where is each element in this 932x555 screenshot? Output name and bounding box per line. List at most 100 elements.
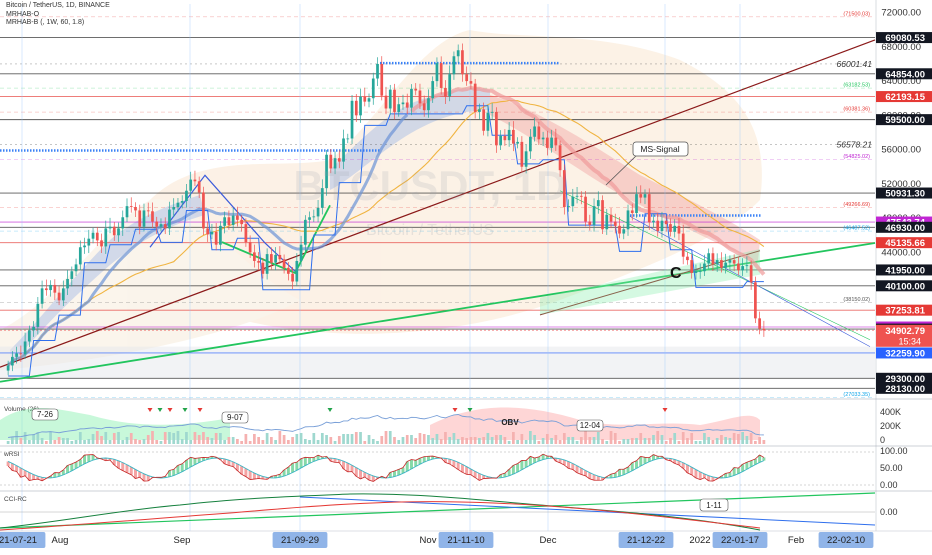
candle-51 [223, 211, 227, 234]
volume-badge-box-3 [576, 419, 604, 432]
candle-59 [257, 252, 260, 271]
plain-level-label-1: 56578.21 [837, 140, 873, 150]
candle-84 [363, 87, 367, 107]
candle-117 [503, 129, 507, 146]
small-level-label-1: (63182.53) [843, 83, 870, 89]
candle-91 [393, 83, 396, 120]
ms-signal-box [632, 141, 689, 157]
candle-125 [537, 121, 541, 145]
candle-57 [248, 235, 252, 259]
time-label-8: 2022 [689, 535, 710, 546]
candles-group [6, 43, 766, 376]
candle-126 [541, 131, 545, 146]
candle-152 [652, 213, 655, 228]
indicator-legend-2[interactable]: MRHAB-B (, 1W, 60, 1.8) [6, 19, 85, 26]
candle-32 [142, 203, 146, 232]
watermark-name: Bitcoin / TetherUS [366, 222, 494, 239]
candle-160 [686, 251, 689, 265]
candle-94 [405, 93, 409, 115]
candle-18 [83, 237, 86, 254]
time-label-text-11: 22-02-10 [827, 535, 865, 546]
volume-badge-2: OBV [501, 418, 519, 427]
candle-85 [367, 93, 371, 108]
candle-89 [384, 86, 388, 115]
candle-111 [478, 103, 481, 120]
candle-135 [579, 191, 583, 205]
candle-172 [737, 256, 740, 276]
candle-130 [558, 140, 562, 177]
candle-73 [316, 200, 320, 223]
price-badge-label-15: 29300.00 [885, 374, 925, 385]
trendline-long-red [0, 39, 876, 368]
price-badge-1: 64854.00 [876, 68, 932, 80]
candle-29 [129, 197, 133, 213]
candle-171 [732, 254, 736, 272]
candle-150 [643, 189, 647, 205]
candle-146 [626, 204, 630, 236]
cci-trend-blue [299, 496, 876, 526]
candle-34 [151, 202, 154, 229]
wrsi-legend: wRSI [3, 451, 20, 458]
price-badge-label-13: 34902.79 [885, 326, 925, 337]
time-label-text-5: 21-11-10 [447, 535, 484, 546]
candle-165 [707, 248, 711, 270]
plain-level-label-0: 66001.41 [837, 59, 873, 69]
candle-25 [112, 221, 116, 241]
candle-116 [499, 130, 502, 151]
time-label-11: 22-02-10 [818, 532, 874, 548]
candle-66 [286, 262, 290, 281]
volume-scale-2: 0 [880, 435, 885, 445]
cci-badge-box [699, 498, 729, 512]
candle-50 [219, 221, 222, 252]
candle-2 [15, 346, 18, 364]
candle-30 [134, 202, 137, 218]
candle-141 [605, 208, 609, 235]
candle-176 [754, 276, 757, 324]
candle-76 [329, 149, 333, 174]
candle-16 [74, 258, 78, 276]
time-label-text-3: 21-09-29 [281, 535, 319, 546]
candle-131 [562, 164, 566, 215]
volume-signal-5 [327, 408, 333, 412]
candle-19 [87, 229, 91, 254]
candle-129 [554, 128, 558, 151]
moving-average-slow [7, 99, 765, 366]
candle-31 [138, 204, 142, 235]
candle-147 [630, 203, 634, 221]
candle-107 [461, 43, 464, 82]
candle-118 [507, 122, 511, 147]
symbol-title[interactable]: Bitcoin / TetherUS, 1D, BINANCE [6, 2, 110, 9]
candle-87 [376, 57, 379, 87]
candle-69 [299, 235, 303, 267]
candle-11 [53, 279, 57, 301]
candle-5 [27, 325, 31, 348]
volume-pane: Volume (26)7-26 9-07 OBV 12-04 400K 200K 0 [0, 406, 901, 445]
candle-6 [32, 321, 35, 337]
moving-average-fast-down [410, 85, 766, 276]
step-line [8, 105, 764, 377]
price-tick-0: 72000.00 [881, 8, 921, 19]
candle-40 [176, 198, 180, 212]
price-badge-16: 28130.00 [876, 382, 932, 395]
candle-157 [673, 219, 677, 238]
candle-121 [520, 136, 524, 173]
candle-149 [639, 185, 643, 204]
candle-96 [414, 83, 418, 96]
price-badge-label-8: 41950.00 [885, 265, 925, 276]
cci-badge: 1-11 [706, 501, 722, 510]
price-tick-7: 44000.00 [881, 247, 921, 258]
candle-90 [388, 84, 392, 116]
indicator-legend-1[interactable]: MRHAB-O [6, 10, 40, 18]
time-label-text-6: Dec [540, 535, 557, 546]
candle-52 [227, 210, 231, 230]
price-badge-2: 62193.15 [876, 91, 932, 103]
candle-133 [571, 188, 575, 212]
ms-signal-label: MS-Signal [640, 144, 679, 154]
small-level-label-6: (38150.02) [843, 297, 870, 303]
time-label-text-1: Aug [52, 535, 69, 546]
candle-1 [11, 351, 14, 372]
cci-scale-0: 0.00 [880, 507, 898, 517]
